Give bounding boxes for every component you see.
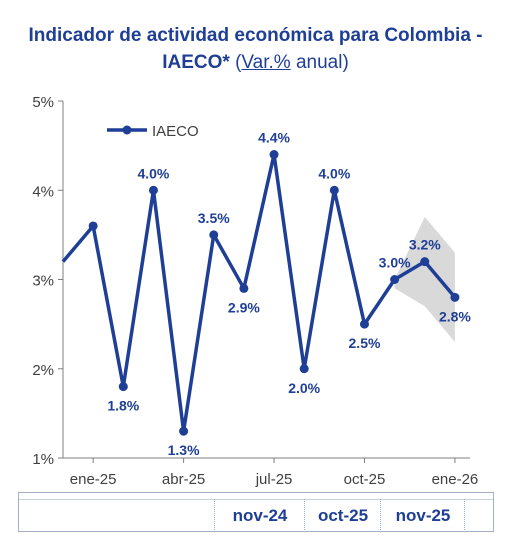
- footer-cell-empty: [464, 499, 495, 532]
- data-point: [420, 257, 430, 267]
- data-point: [299, 364, 309, 374]
- unit-underlined: Var.%: [241, 52, 291, 73]
- chart-title-unit: (Var.% anual): [235, 52, 349, 73]
- iaeco-series-line: [61, 152, 457, 433]
- data-label: 3.0%: [379, 255, 411, 271]
- chart-title-bold: IAECO*: [162, 52, 230, 73]
- data-label: 3.2%: [409, 237, 441, 253]
- footer-cell-nov-24: nov-24: [214, 499, 305, 532]
- data-point: [118, 382, 128, 392]
- data-point: [239, 283, 249, 293]
- data-label: 4.0%: [137, 165, 169, 181]
- y-tick-label: 3%: [32, 273, 54, 290]
- chart-title: Indicador de actividad económica para Co…: [0, 22, 511, 76]
- data-label: 2.5%: [349, 335, 381, 351]
- data-point: [179, 426, 189, 436]
- footer-cell-oct-25: oct-25: [304, 499, 381, 532]
- y-tick-label: 4%: [32, 183, 54, 200]
- legend-label: IAECO: [152, 123, 199, 140]
- data-label: 2.9%: [228, 299, 260, 315]
- data-point: [88, 221, 98, 231]
- data-point: [450, 292, 460, 302]
- data-point: [390, 275, 400, 284]
- chart-title-line2: IAECO* (Var.% anual): [0, 49, 511, 76]
- footer-top-row: [19, 493, 493, 500]
- data-label: 4.4%: [258, 130, 290, 146]
- x-tick-label: ene-26: [432, 471, 479, 488]
- data-label: 2.8%: [439, 308, 471, 324]
- data-point: [329, 185, 339, 195]
- data-label: 3.5%: [198, 210, 230, 226]
- confidence-band: [394, 217, 455, 342]
- y-tick-label: 5%: [32, 94, 54, 111]
- unit-paren: (: [235, 52, 242, 73]
- line-chart: 1% 2% 3% 4% 5% ene-25 abr-25 jul-25 oct-25 ene-26…: [32, 94, 479, 488]
- footer-cell-nov-25: nov-25: [380, 499, 465, 532]
- x-tick-label: oct-25: [344, 471, 386, 488]
- data-point: [359, 319, 369, 329]
- x-tick-label: jul-25: [255, 471, 293, 488]
- x-tick-label: abr-25: [162, 471, 205, 488]
- y-tick-label: 1%: [32, 451, 54, 468]
- data-label: 2.0%: [288, 380, 320, 396]
- data-label: 1.8%: [107, 398, 139, 414]
- x-tick-label: ene-25: [70, 471, 117, 488]
- unit-rest: anual): [290, 52, 349, 73]
- data-point: [148, 185, 158, 195]
- date-footer-table: nov-24 oct-25 nov-25: [18, 492, 494, 532]
- y-tick-label: 2%: [32, 362, 54, 379]
- data-point: [209, 230, 219, 240]
- data-point: [269, 150, 279, 160]
- data-label: 1.3%: [168, 442, 200, 458]
- legend-marker: [122, 125, 132, 135]
- chart-title-line1: Indicador de actividad económica para Co…: [28, 25, 483, 46]
- data-label: 4.0%: [318, 165, 350, 181]
